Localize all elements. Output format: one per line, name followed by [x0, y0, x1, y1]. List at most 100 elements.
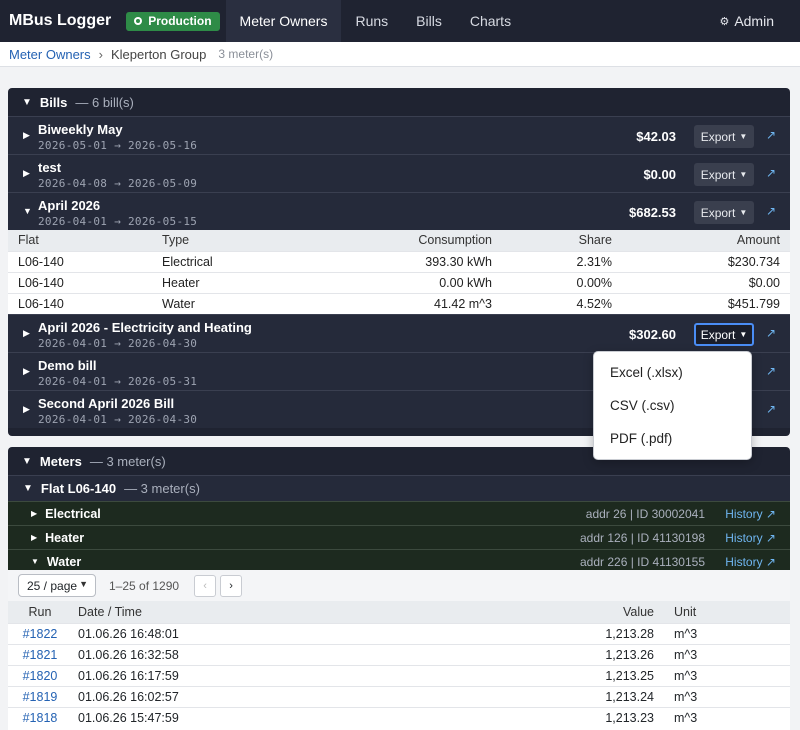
run-link[interactable]: #1819: [22, 689, 58, 704]
table-row: L06-140 Electrical 393.30 kWh 2.31% $230…: [8, 250, 790, 272]
meters-panel: ▼ Meters — 3 meter(s) ▼ Flat L06-140 — 3…: [8, 447, 790, 571]
table-row: #1819 01.06.26 16:02:57 1,213.24 m^3: [8, 685, 790, 707]
cell-value: 1,213.28: [540, 622, 660, 644]
bill-row[interactable]: ▼ April 2026 2026-04-01 → 2026-05-15 $68…: [8, 192, 790, 230]
cell-type: Water: [152, 292, 303, 314]
gear-icon: ⚙: [719, 15, 730, 28]
caret-down-icon: ▼: [739, 330, 748, 339]
meter-row[interactable]: ▼ Water addr 226 | ID 41130155 History ↗: [8, 549, 790, 571]
column-header-amount: Amount: [622, 230, 790, 251]
history-link[interactable]: History ↗: [725, 530, 776, 545]
export-pdf-option[interactable]: PDF (.pdf): [610, 431, 673, 446]
table-row: #1818 01.06.26 15:47:59 1,213.23 m^3: [8, 706, 790, 728]
top-navbar: MBus Logger Production Meter Owners Runs…: [0, 0, 800, 42]
breadcrumb: Meter Owners › Kleperton Group 3 meter(s…: [0, 42, 800, 67]
bill-row[interactable]: ▶ test 2026-04-08 → 2026-05-09 $0.00 Exp…: [8, 154, 790, 192]
meters-count: — 3 meter(s): [89, 453, 166, 469]
bills-title: Bills: [39, 94, 68, 110]
meter-name: Electrical: [45, 506, 101, 521]
bill-row[interactable]: ▶ Biweekly May 2026-05-01 → 2026-05-16 $…: [8, 116, 790, 154]
table-row: #1822 01.06.26 16:48:01 1,213.28 m^3: [8, 622, 790, 644]
external-link-icon[interactable]: ↗: [765, 402, 776, 416]
export-label: Export: [700, 167, 736, 182]
cell-unit: m^3: [660, 706, 790, 728]
meter-row[interactable]: ▶ Electrical addr 26 | ID 30002041 Histo…: [8, 501, 790, 525]
bill-dates: 2026-05-01 → 2026-05-16: [38, 139, 198, 152]
table-row: #1820 01.06.26 16:17:59 1,213.25 m^3: [8, 664, 790, 686]
bill-row[interactable]: ▶ April 2026 - Electricity and Heating 2…: [8, 314, 790, 352]
flat-group-header[interactable]: ▼ Flat L06-140 — 3 meter(s): [8, 475, 790, 501]
triangle-down-icon: ▼: [23, 206, 32, 216]
breadcrumb-separator-icon: ›: [98, 46, 103, 62]
run-link[interactable]: #1822: [22, 626, 58, 641]
meter-meta: addr 226 | ID 41130155: [580, 554, 705, 569]
cell-unit: m^3: [660, 622, 790, 644]
nav-meter-owners[interactable]: Meter Owners: [225, 0, 342, 42]
export-button[interactable]: Export ▼: [694, 163, 754, 186]
triangle-down-icon: ▼: [22, 455, 32, 467]
external-link-icon[interactable]: ↗: [765, 166, 776, 180]
column-header-type: Type: [152, 230, 303, 251]
cell-share: 0.00%: [502, 271, 622, 293]
external-link-icon[interactable]: ↗: [765, 326, 776, 340]
bill-dates: 2026-04-01 → 2026-05-15: [38, 215, 198, 228]
export-csv-option[interactable]: CSV (.csv): [610, 398, 675, 413]
cell-amount: $451.799: [622, 292, 790, 314]
history-link[interactable]: History ↗: [725, 506, 776, 521]
meter-row[interactable]: ▶ Heater addr 126 | ID 41130198 History …: [8, 525, 790, 549]
meters-title: Meters: [39, 453, 82, 469]
admin-menu[interactable]: ⚙ Admin: [719, 0, 774, 42]
readings-section: 25 / page ▼ 1–25 of 1290 ‹ › Run Date / …: [8, 570, 790, 730]
export-button[interactable]: Export ▼: [694, 125, 754, 148]
column-header-value: Value: [540, 601, 660, 623]
triangle-down-icon: ▼: [23, 483, 33, 494]
bill-name: April 2026 - Electricity and Heating: [38, 320, 252, 335]
triangle-down-icon: ▼: [31, 557, 39, 566]
nav-bills[interactable]: Bills: [416, 13, 442, 29]
column-header-run: Run: [8, 601, 72, 623]
meter-name: Water: [46, 554, 82, 569]
triangle-right-icon: ▶: [31, 533, 38, 542]
cell-amount: $0.00: [622, 271, 790, 293]
column-header-datetime: Date / Time: [72, 601, 540, 623]
history-link[interactable]: History ↗: [725, 554, 776, 569]
triangle-right-icon: ▶: [23, 130, 30, 140]
export-button[interactable]: Export ▼: [694, 201, 754, 224]
cell-unit: m^3: [660, 643, 790, 665]
cell-consumption: 41.42 m^3: [302, 292, 502, 314]
cell-type: Electrical: [152, 250, 303, 272]
environment-label: Production: [148, 14, 212, 28]
cell-consumption: 393.30 kWh: [302, 250, 502, 272]
bill-dates: 2026-04-01 → 2026-04-30: [38, 413, 198, 426]
app-title[interactable]: MBus Logger: [9, 12, 112, 29]
bills-panel-header[interactable]: ▼ Bills — 6 bill(s): [8, 88, 790, 116]
external-link-icon[interactable]: ↗: [765, 204, 776, 218]
meters-panel-header[interactable]: ▼ Meters — 3 meter(s): [8, 447, 790, 475]
run-link[interactable]: #1821: [22, 647, 58, 662]
cell-datetime: 01.06.26 16:48:01: [72, 622, 540, 644]
table-row: #1821 01.06.26 16:32:58 1,213.26 m^3: [8, 643, 790, 665]
external-link-icon[interactable]: ↗: [765, 128, 776, 142]
export-button[interactable]: Export ▼: [694, 323, 754, 346]
cell-flat: L06-140: [8, 250, 152, 272]
caret-down-icon: ▼: [739, 208, 748, 217]
flat-meter-count: — 3 meter(s): [124, 481, 200, 496]
cell-datetime: 01.06.26 16:02:57: [72, 685, 540, 707]
previous-page-button[interactable]: ‹: [194, 574, 217, 597]
bill-detail-table: Flat Type Consumption Share Amount L06-1…: [8, 230, 790, 314]
bill-name: Demo bill: [38, 358, 97, 373]
export-excel-option[interactable]: Excel (.xlsx): [610, 365, 683, 380]
nav-runs[interactable]: Runs: [355, 13, 389, 29]
run-link[interactable]: #1820: [22, 668, 58, 683]
breadcrumb-meter-owners[interactable]: Meter Owners: [9, 46, 91, 62]
bill-dates: 2026-04-01 → 2026-04-30: [38, 337, 198, 350]
table-row: L06-140 Water 41.42 m^3 4.52% $451.799: [8, 292, 790, 314]
run-link[interactable]: #1818: [22, 710, 58, 725]
nav-charts[interactable]: Charts: [469, 13, 512, 29]
breadcrumb-meter-count: 3 meter(s): [218, 47, 274, 61]
bill-amount: $302.60: [629, 327, 676, 342]
environment-badge: Production: [126, 11, 220, 31]
external-link-icon[interactable]: ↗: [765, 364, 776, 378]
page-size-select[interactable]: 25 / page ▼: [18, 574, 96, 597]
next-page-button[interactable]: ›: [220, 574, 243, 597]
